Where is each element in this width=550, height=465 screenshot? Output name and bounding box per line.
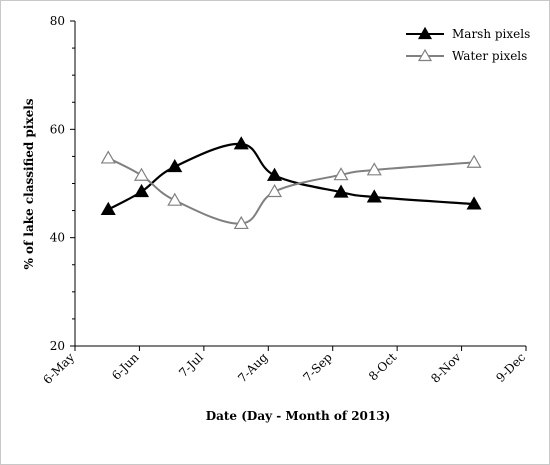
- x-tick-label: 8-Nov: [428, 350, 464, 386]
- y-tick-label: 60: [50, 122, 65, 136]
- y-tick-label: 80: [50, 14, 65, 28]
- marsh-pixels-point: [466, 196, 482, 210]
- marsh-pixels-point: [266, 167, 283, 181]
- y-tick-label: 40: [50, 231, 65, 245]
- water-pixels-point: [100, 150, 116, 164]
- y-tick-label: 20: [50, 339, 65, 353]
- water-pixels-point: [266, 183, 283, 198]
- marsh-pixels-point: [167, 158, 183, 173]
- legend-water-pixels-marker: [417, 48, 433, 62]
- x-tick-label: 7-Sep: [300, 350, 335, 385]
- x-tick-label: 6-Jun: [109, 350, 142, 383]
- marsh-pixels-point: [100, 201, 116, 215]
- x-axis-title: Date (Day - Month of 2013): [206, 409, 391, 423]
- marsh-pixels-point: [133, 183, 150, 198]
- water-pixels-point: [133, 167, 150, 181]
- x-tick-label: 9-Dec: [493, 350, 528, 385]
- legend-marsh-pixels-marker: [417, 26, 433, 40]
- water-pixels-line: [107, 157, 475, 225]
- water-pixels-point: [333, 167, 349, 181]
- x-tick-label: 8-Oct: [366, 350, 399, 383]
- x-tick-label: 6-May: [40, 350, 77, 387]
- legend-marsh-pixels-label: Marsh pixels: [452, 27, 530, 41]
- axes: 20 40 60 80 6-May 6-Jun 7-Jul 7-Aug 7-Sep 8-Oct 8-…: [40, 14, 528, 387]
- water-pixels-point: [366, 162, 382, 176]
- series-lines: [107, 142, 475, 225]
- water-pixels-point: [167, 192, 183, 206]
- legend-water-pixels-label: Water pixels: [452, 49, 527, 63]
- x-tick-label: 7-Aug: [235, 350, 270, 385]
- marsh-pixels-point: [233, 136, 249, 150]
- legend: Marsh pixels Water pixels: [406, 26, 530, 63]
- series-markers: [100, 136, 482, 230]
- y-axis-title: % of lake classified pixels: [22, 98, 36, 269]
- marsh-pixels-line: [107, 142, 475, 211]
- water-pixels-point: [233, 215, 249, 230]
- marsh-pixels-point: [333, 184, 349, 198]
- x-tick-label: 7-Jul: [176, 350, 206, 380]
- marsh-pixels-point: [366, 189, 382, 203]
- water-pixels-point: [466, 154, 482, 168]
